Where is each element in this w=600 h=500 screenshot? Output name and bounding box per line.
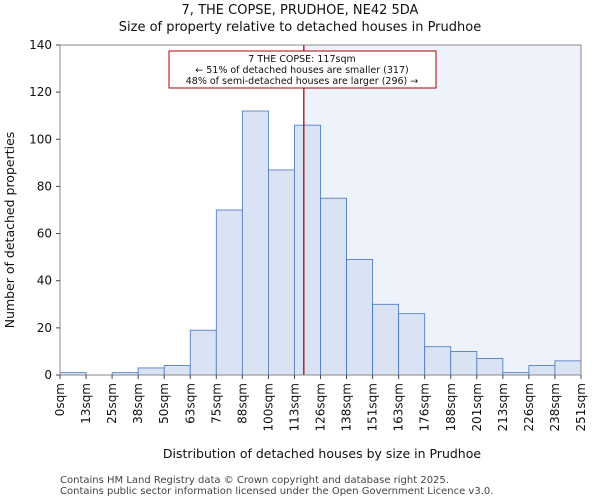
- x-axis-label: Distribution of detached houses by size …: [163, 446, 481, 461]
- bar-38sqm: [137, 367, 165, 376]
- x-tick-label-25sqm: 25sqm: [105, 383, 119, 424]
- y-tick-label: 20: [37, 321, 52, 335]
- bars-group: [59, 110, 582, 376]
- x-tick-label-113sqm: 113sqm: [287, 383, 301, 431]
- x-tick-label-0sqm: 0sqm: [53, 383, 67, 416]
- bar-138sqm: [346, 259, 373, 376]
- x-tick-label-163sqm: 163sqm: [392, 383, 406, 431]
- x-tick-label-188sqm: 188sqm: [444, 383, 458, 431]
- annotation-box: 7 THE COPSE: 117sqm ← 51% of detached ho…: [168, 50, 437, 89]
- x-tick-label-38sqm: 38sqm: [131, 383, 145, 424]
- bar-226sqm: [528, 365, 556, 376]
- bar-63sqm: [189, 329, 217, 376]
- bar-50sqm: [163, 365, 191, 376]
- y-tick-label: 40: [37, 274, 52, 288]
- bar-188sqm: [450, 351, 478, 376]
- x-tick-label-75sqm: 75sqm: [209, 383, 223, 424]
- x-tick-label-151sqm: 151sqm: [366, 383, 380, 431]
- y-tick-label: 0: [44, 368, 52, 382]
- bar-201sqm: [476, 358, 504, 376]
- x-tick-label-238sqm: 238sqm: [548, 383, 562, 431]
- x-axis: 0sqm 13sqm 25sqm 38sqm 50sqm 63sqm 75sqm 88sqm 1…: [53, 375, 588, 431]
- x-tick-label-50sqm: 50sqm: [157, 383, 171, 424]
- x-tick-label-88sqm: 88sqm: [235, 383, 249, 424]
- x-tick-label-126sqm: 126sqm: [314, 383, 328, 431]
- annotation-line1: 7 THE COPSE: 117sqm: [248, 54, 356, 65]
- y-tick-label: 120: [29, 85, 52, 99]
- annotation-line3: 48% of semi-detached houses are larger (…: [186, 76, 419, 87]
- x-tick-label-138sqm: 138sqm: [340, 383, 354, 431]
- x-tick-label-63sqm: 63sqm: [183, 383, 197, 424]
- x-tick-label-201sqm: 201sqm: [470, 383, 484, 431]
- y-axis: 0 20 40 60 80 100 120 140: [29, 38, 60, 382]
- bar-151sqm: [372, 303, 400, 376]
- chart-title: 7, THE COPSE, PRUDHOE, NE42 5DA: [182, 3, 419, 18]
- footer-line2: Contains public sector information licen…: [60, 486, 493, 497]
- y-tick-label: 60: [37, 227, 52, 241]
- x-tick-label-13sqm: 13sqm: [79, 383, 93, 424]
- x-tick-label-176sqm: 176sqm: [418, 383, 432, 431]
- bar-176sqm: [424, 346, 452, 376]
- chart-subtitle: Size of property relative to detached ho…: [119, 20, 481, 35]
- bar-238sqm: [554, 360, 582, 376]
- x-tick-label-251sqm: 251sqm: [574, 383, 588, 431]
- bar-113sqm: [294, 124, 321, 376]
- annotation-line2: ← 51% of detached houses are smaller (31…: [195, 65, 408, 76]
- y-tick-label: 140: [29, 38, 52, 52]
- y-axis-label: Number of detached properties: [2, 132, 17, 329]
- bar-75sqm: [215, 209, 243, 376]
- annotation-border: [168, 50, 437, 89]
- x-tick-label-100sqm: 100sqm: [261, 383, 275, 431]
- y-tick-label: 80: [37, 179, 52, 193]
- bar-163sqm: [398, 313, 426, 376]
- bar-100sqm: [267, 169, 295, 376]
- bar-126sqm: [320, 197, 347, 376]
- bar-88sqm: [241, 110, 269, 376]
- x-tick-label-213sqm: 213sqm: [496, 383, 510, 431]
- plot-area: 0 20 40 60 80 100 120 140 0sqm 13sqm 25sqm 38sqm 50…: [29, 38, 588, 431]
- footer-line1: Contains HM Land Registry data © Crown c…: [60, 475, 449, 486]
- y-tick-label: 100: [29, 132, 52, 146]
- x-tick-label-226sqm: 226sqm: [522, 383, 536, 431]
